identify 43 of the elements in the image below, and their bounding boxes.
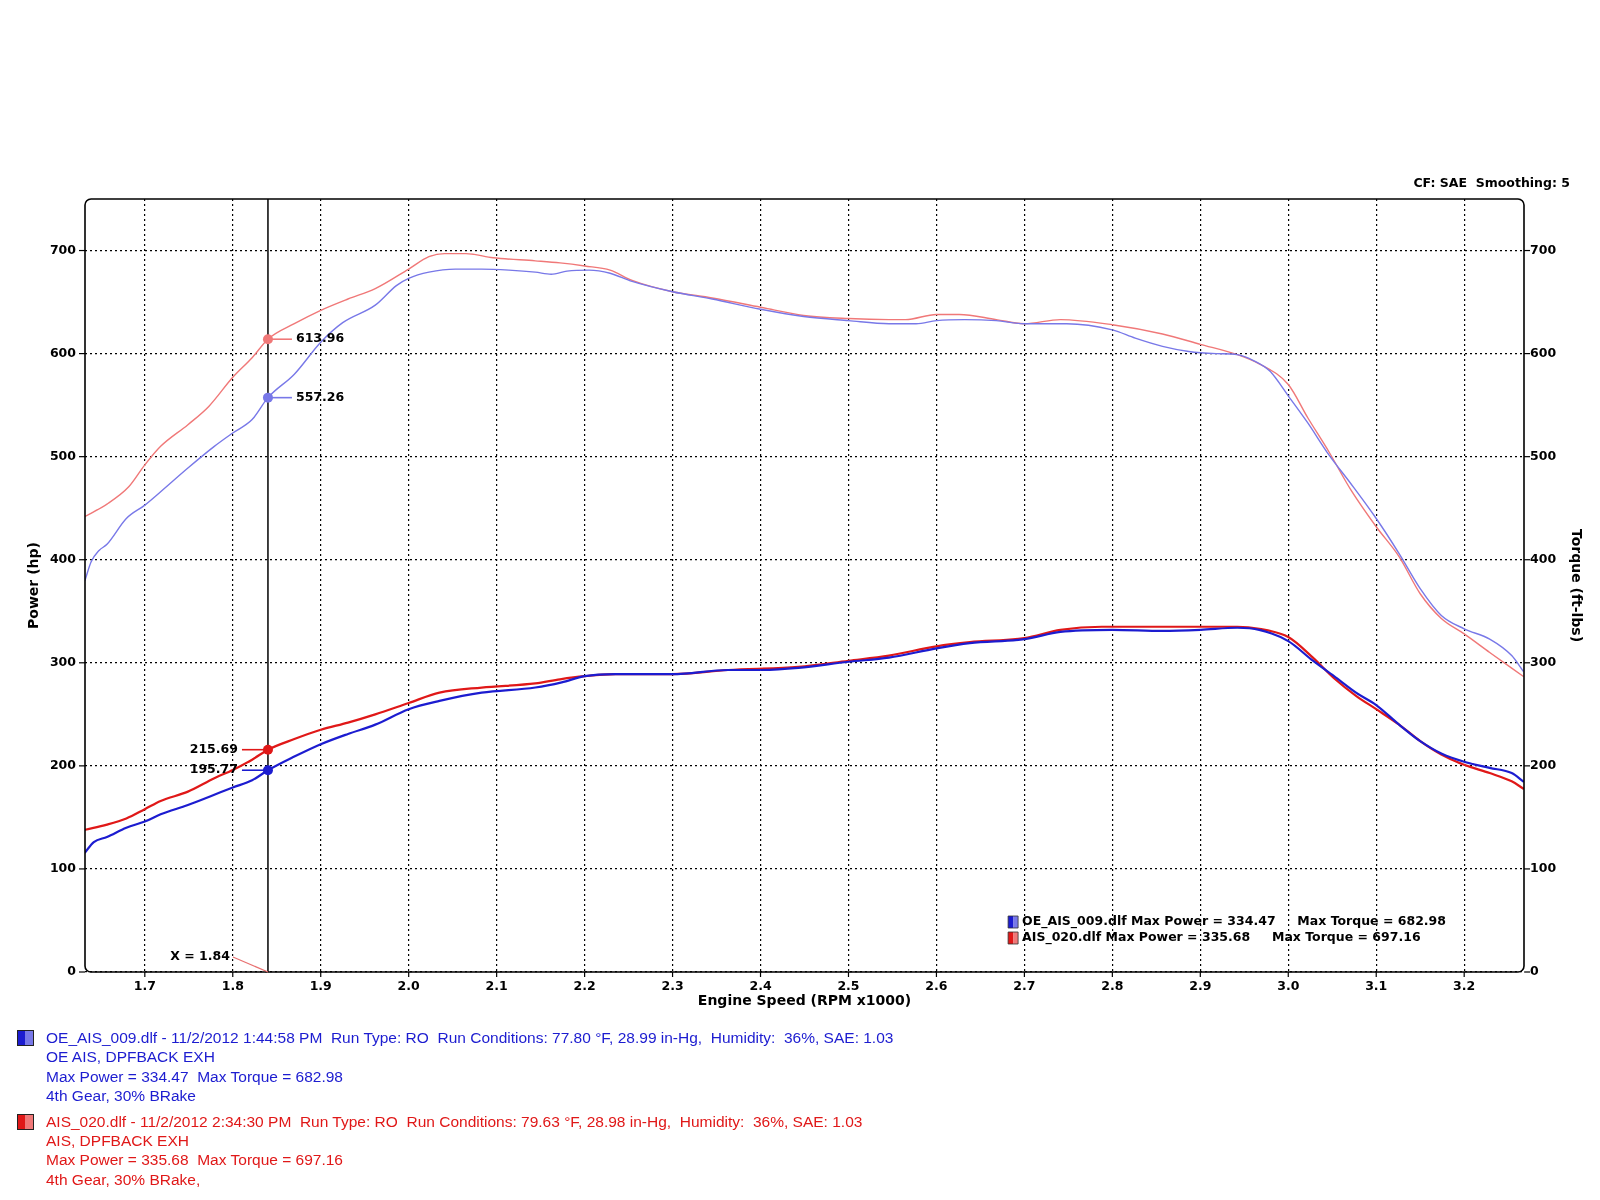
annotation: 557.26 xyxy=(295,388,345,404)
y2-tick-label: 400 xyxy=(1530,550,1557,566)
y-tick-label: 100 xyxy=(49,860,77,876)
x-tick-label: 3.1 xyxy=(1365,977,1388,993)
x-tick-label: 2.4 xyxy=(749,977,772,993)
x-tick-label: 2.3 xyxy=(661,977,684,993)
y2-tick-label: 200 xyxy=(1530,757,1557,773)
x-tick-label: 2.2 xyxy=(573,977,596,993)
x-tick-label: 3.0 xyxy=(1277,977,1300,993)
y-tick-label: 400 xyxy=(49,550,77,566)
y-tick-label: 500 xyxy=(49,447,77,463)
x-tick-label: 2.0 xyxy=(397,977,421,993)
x-tick-label: 3.2 xyxy=(1453,977,1476,993)
x-tick-label: 1.7 xyxy=(133,977,156,993)
text: CF: SAE Smoothing: 5 xyxy=(1413,175,1570,191)
y2-tick-label: 100 xyxy=(1530,860,1557,876)
text: AIS_020.dlf - 11/2/2012 2:34:30 PM Run Type: RO Run Conditions: 79.63 °F, 28.98 in-Hg, Humidity: 36%, SAE: 1.03 AIS, DPFBACK EXH Max Power = 335.68 Max Torque = 697.16 4th Gear, 30% BRake, xyxy=(46,1111,863,1190)
y-tick-label: 0 xyxy=(67,963,77,979)
y-tick-label: 200 xyxy=(49,757,77,773)
x-tick-label: 2.9 xyxy=(1189,977,1212,993)
y-axis-title: Power (hp) xyxy=(25,542,42,629)
ref-line-label: X = 1.84 xyxy=(170,948,231,964)
y-tick-label: 600 xyxy=(49,344,77,360)
y-tick-label: 300 xyxy=(49,654,77,670)
y2-tick-label: 600 xyxy=(1530,344,1557,360)
x-tick-label: 2.5 xyxy=(837,977,860,993)
x-tick-label: 2.8 xyxy=(1101,977,1124,993)
y-tick-label: 700 xyxy=(49,241,77,257)
y2-tick-label: 500 xyxy=(1530,447,1557,463)
x-tick-label: 2.7 xyxy=(1013,977,1036,993)
text: OE_AIS_009.dlf - 11/2/2012 1:44:58 PM Run Type: RO Run Conditions: 77.80 °F, 28.99 in-Hg, Humidity: 36%, SAE: 1.03 OE AIS, DPFBACK EXH Max Power = 334.47 Max Torque = 682.98 4th Gear, 30% BRake xyxy=(46,1028,894,1106)
y2-tick-label: 0 xyxy=(1530,963,1539,979)
x-tick-label: 2.1 xyxy=(485,977,508,993)
x-tick-label: 1.8 xyxy=(221,977,244,993)
x-tick-label: 1.9 xyxy=(309,977,332,993)
x-axis-title: Engine Speed (RPM x1000) xyxy=(697,992,912,1009)
x-tick-label: 2.6 xyxy=(925,977,948,993)
annotation: 215.69 xyxy=(189,740,238,756)
y2-tick-label: 300 xyxy=(1530,654,1557,670)
y2-tick-label: 700 xyxy=(1530,241,1557,257)
y2-axis-title: Torque (ft-lbs) xyxy=(1568,528,1585,643)
legend-label: AIS_020.dlf Max Power = 335.68 Max Torque = 697.16 xyxy=(1022,929,1421,946)
legend-label: OE_AIS_009.dlf Max Power = 334.47 Max Torque = 682.98 xyxy=(1022,913,1446,930)
